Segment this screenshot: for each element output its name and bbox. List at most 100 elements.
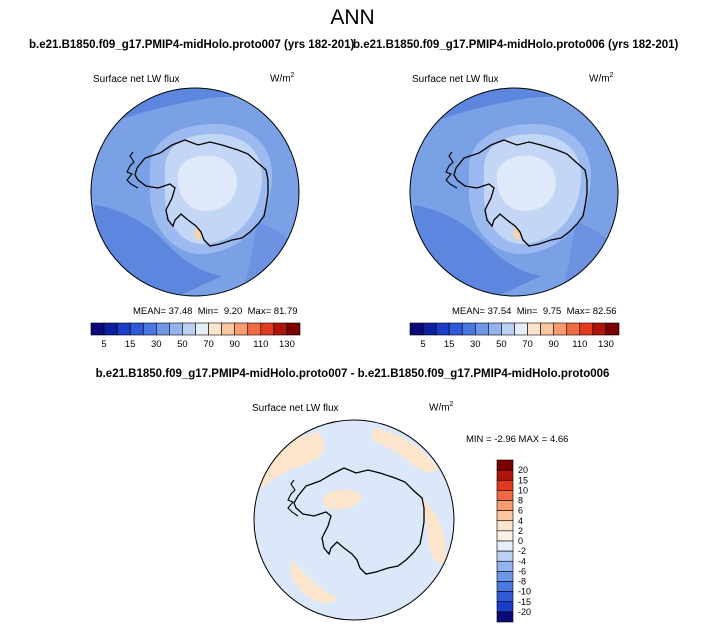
colorbar-1-swatch [156, 322, 170, 336]
panel2-variable-label: Surface net LW flux [412, 74, 499, 85]
colorbar-3-swatch [496, 550, 514, 562]
colorbar-2-swatch [461, 322, 476, 336]
colorbar-2-swatch [435, 322, 450, 336]
colorbar-1-tick-label: 50 [177, 339, 188, 350]
colorbar-3-tick-label: -8 [518, 577, 526, 587]
colorbar-1-tick-label: 110 [253, 339, 268, 350]
colorbar-3-tick-label: -10 [518, 587, 531, 597]
colorbar-2-tick-label: 50 [496, 339, 507, 350]
colorbar-1-swatch [182, 322, 196, 336]
colorbar-1-swatch [195, 322, 209, 336]
colorbar-2-swatch [448, 322, 463, 336]
colorbar-3-tick-label: 10 [518, 485, 528, 495]
colorbar-2-swatch [553, 322, 568, 336]
colorbar-2-swatch [579, 322, 594, 336]
colorbar-3-tick-label: 20 [518, 465, 528, 475]
colorbar-2-swatch [514, 322, 528, 336]
panel1-min-label: Min= [197, 306, 219, 317]
colorbar-3-swatch [496, 560, 514, 572]
panel1-units-base: W/m [270, 73, 291, 85]
colorbar-1-swatch [260, 322, 275, 336]
colorbar-3-tick-label: 8 [518, 496, 523, 506]
colorbar-3-swatch [496, 520, 514, 532]
colorbar-1-swatch [286, 322, 301, 336]
colorbar-1-swatch [169, 322, 183, 336]
panel2-title: b.e21.B1850.f09_g17.PMIP4-midHolo.proto0… [353, 39, 679, 51]
colorbar-1-tick-label: 90 [229, 339, 240, 350]
polar-map-1 [90, 87, 300, 297]
colorbar-2-tick-label: 130 [598, 339, 614, 350]
colorbar-1-swatch [234, 322, 249, 336]
panel2-units-base: W/m [589, 73, 610, 85]
colorbar-2-swatch [422, 322, 437, 336]
panel1-units-exponent: 2 [290, 72, 295, 79]
colorbar-2-tick-label: 5 [420, 339, 425, 350]
colorbar-1-tick-label: 70 [203, 339, 214, 350]
panel1-max-label: Max= [247, 306, 272, 317]
colorbar-2-swatch [592, 322, 607, 336]
colorbar-3-swatch [496, 601, 514, 613]
colorbar-3-tick-label: -6 [518, 566, 526, 576]
panel1-stats: MEAN= 37.48 Min= 9.20 Max= 81.79 [133, 306, 298, 317]
panel3-min-label: MIN = [466, 434, 492, 445]
colorbar-3-tick-label: 4 [518, 516, 523, 526]
panel3-max-label: MAX = [518, 434, 548, 445]
colorbar-2-swatch [475, 322, 489, 336]
colorbar-1: 5 15 30 50 70 90 110 130 [90, 322, 301, 350]
colorbar-1-swatch [273, 322, 288, 336]
colorbar-3-swatch [496, 490, 514, 501]
colorbar-3-tick-label: 6 [518, 506, 523, 516]
colorbar-2-tick-label: 15 [444, 339, 455, 350]
colorbar-2: 5 15 30 50 70 90 110 130 [409, 322, 620, 350]
panel1-variable-label: Surface net LW flux [93, 74, 180, 85]
colorbar-2-swatch [566, 322, 581, 336]
panel3-units-exponent: 2 [449, 401, 454, 408]
colorbar-1-tick-label: 5 [101, 339, 106, 350]
colorbar-3-swatch [496, 479, 514, 491]
panel1-mean-value: 37.48 [168, 306, 193, 317]
colorbar-2-tick-label: 110 [572, 339, 587, 350]
colorbar-1-swatch [103, 322, 118, 336]
colorbar-3-swatch [496, 540, 514, 552]
colorbar-2-swatch [409, 322, 424, 336]
colorbar-3-tick-label: -2 [518, 546, 526, 556]
colorbar-3-swatch [496, 459, 514, 471]
colorbar-2-swatch [527, 322, 541, 336]
colorbar-1-swatch [116, 322, 131, 336]
panel3-units-base: W/m [429, 402, 450, 414]
polar-map-3 [253, 419, 455, 621]
panel2-min-label: Min= [516, 306, 538, 317]
colorbar-2-tick-label: 70 [522, 339, 533, 350]
colorbar-1-swatch [221, 322, 235, 336]
colorbar-3-tick-label: -4 [518, 556, 526, 566]
colorbar-3-swatch [496, 510, 514, 522]
panel1-mean-label: MEAN= [133, 306, 166, 317]
colorbar-1-swatch [142, 322, 157, 336]
colorbar-3-swatch [496, 469, 514, 481]
colorbar-3-tick-label: 0 [518, 536, 523, 546]
panel1-title: b.e21.B1850.f09_g17.PMIP4-midHolo.proto0… [29, 39, 355, 51]
colorbar-3-swatch [496, 591, 514, 603]
colorbar-3-tick-label: -15 [518, 597, 531, 607]
colorbar-1-swatch [247, 322, 262, 336]
colorbar-1-swatch [90, 322, 105, 336]
colorbar-1-swatch [129, 322, 144, 336]
colorbar-1-swatch [208, 322, 222, 336]
panel1-units-label: W/m2 [270, 72, 294, 84]
colorbar-3-swatch [496, 611, 514, 623]
colorbar-3-swatch [496, 530, 514, 542]
colorbar-1-tick-label: 15 [125, 339, 136, 350]
panel2-mean-value: 37.54 [487, 306, 512, 317]
panel3-stats: MIN = -2.96 MAX = 4.66 [466, 434, 568, 445]
colorbar-3-tick-label: 15 [518, 475, 528, 485]
panel2-min-value: 9.75 [542, 306, 562, 317]
panel3-min-value: -2.96 [494, 434, 516, 445]
panel2-units-label: W/m2 [589, 72, 613, 84]
colorbar-3-swatch [496, 571, 514, 582]
colorbar-2-swatch [605, 322, 620, 336]
colorbar-3-tick-label: 2 [518, 526, 523, 536]
panel2-max-value: 82.56 [592, 306, 617, 317]
diff-panel-title: b.e21.B1850.f09_g17.PMIP4-midHolo.proto0… [95, 368, 610, 380]
